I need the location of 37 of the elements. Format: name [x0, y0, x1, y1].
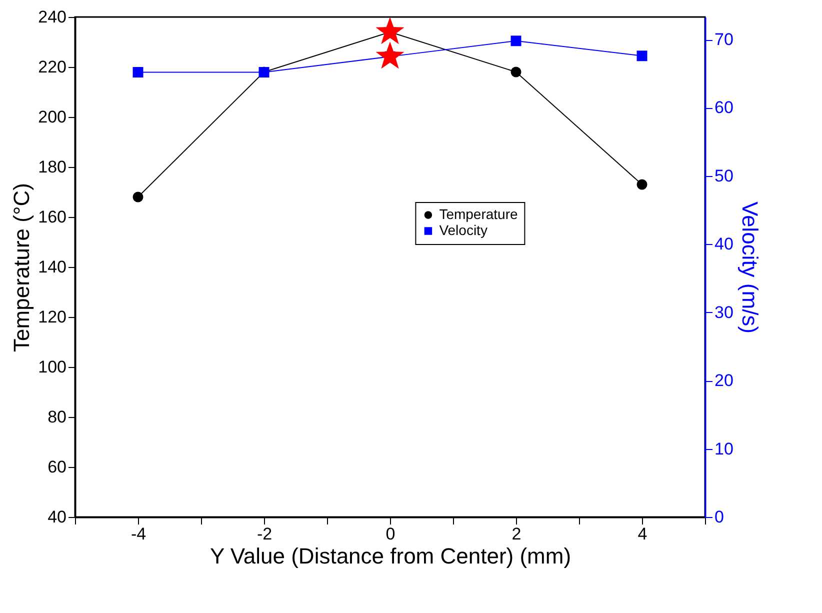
y-tick-label: 180: [38, 158, 66, 176]
point: [132, 67, 144, 78]
x-tick-label: 0: [386, 524, 396, 544]
y2-tick-label: 60: [714, 98, 734, 118]
point: [636, 179, 648, 190]
y-tick-label: 160: [38, 208, 66, 226]
y-axis-title: Temperature (°C): [9, 183, 34, 352]
y2-axis-title: Velocity (m/s): [737, 201, 762, 334]
y2-tick-label: 20: [714, 371, 734, 390]
y-tick-label: 120: [38, 308, 66, 326]
y-tick-label: 80: [48, 408, 66, 426]
y2-tick-label: 70: [714, 30, 734, 50]
y-tick-label: 220: [38, 58, 66, 76]
x-tick-label: 4: [638, 524, 648, 544]
point: [510, 36, 522, 46]
x-tick-label: -2: [256, 524, 272, 544]
y2-tick-label: 10: [714, 439, 734, 458]
y-tick-label: 140: [38, 258, 66, 276]
y2-tick-label: 0: [714, 508, 724, 526]
y-tick-label: 40: [48, 508, 66, 526]
y-tick-label: 200: [38, 108, 66, 126]
x-tick-label: -4: [130, 524, 146, 544]
x-tick-label: 2: [512, 524, 522, 544]
point: [376, 42, 404, 69]
legend-label: Velocity: [439, 222, 488, 238]
y-tick-label: 100: [38, 358, 66, 376]
y-tick-label: 60: [48, 458, 66, 476]
y2-tick-label: 40: [714, 234, 734, 254]
legend-label: Temperature: [439, 206, 518, 222]
x-axis-title: Y Value (Distance from Center) (mm): [210, 544, 572, 568]
point: [132, 192, 144, 202]
y2-tick-label: 50: [714, 166, 734, 186]
point: [376, 17, 404, 44]
point: [510, 66, 522, 78]
y-tick-label: 240: [38, 8, 66, 26]
point: [636, 50, 648, 62]
y2-tick-label: 30: [714, 302, 734, 322]
